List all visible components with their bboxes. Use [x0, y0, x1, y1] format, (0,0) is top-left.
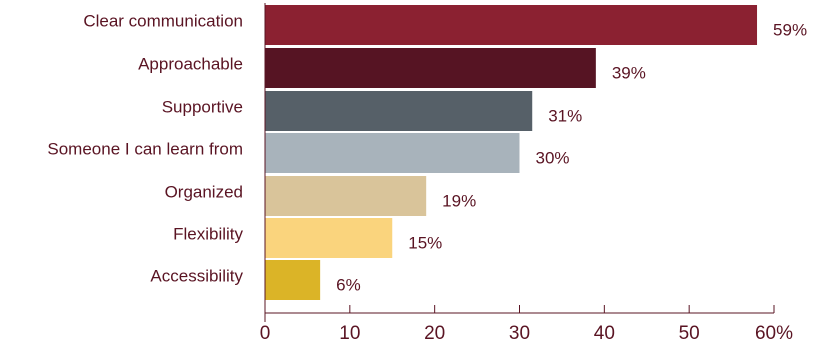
- x-tick-label: 10: [339, 323, 360, 344]
- x-tick-label: 0: [260, 323, 271, 344]
- category-label: Flexibility: [173, 224, 243, 243]
- value-label: 30%: [536, 148, 570, 167]
- value-label: 6%: [336, 275, 361, 294]
- value-label: 19%: [442, 191, 476, 210]
- value-label: 39%: [612, 63, 646, 82]
- bar-5: [265, 218, 393, 258]
- value-label: 15%: [408, 233, 442, 252]
- bar-6: [265, 260, 321, 300]
- bar-2: [265, 91, 533, 131]
- category-label: Someone I can learn from: [47, 139, 243, 158]
- category-label: Organized: [165, 182, 243, 201]
- bar-0: [265, 5, 758, 45]
- bar-4: [265, 176, 427, 216]
- category-label: Supportive: [162, 97, 243, 116]
- category-label: Approachable: [138, 54, 243, 73]
- x-tick-label: 60%: [755, 323, 793, 344]
- bar-1: [265, 48, 596, 88]
- value-label: 31%: [548, 106, 582, 125]
- x-tick-label: 40: [594, 323, 615, 344]
- value-label: 59%: [773, 20, 807, 39]
- category-label: Clear communication: [83, 11, 243, 30]
- category-label: Accessibility: [150, 266, 243, 285]
- x-tick-label: 20: [424, 323, 445, 344]
- bar-3: [265, 133, 520, 173]
- x-tick-label: 30: [509, 323, 530, 344]
- x-tick-label: 50: [679, 323, 700, 344]
